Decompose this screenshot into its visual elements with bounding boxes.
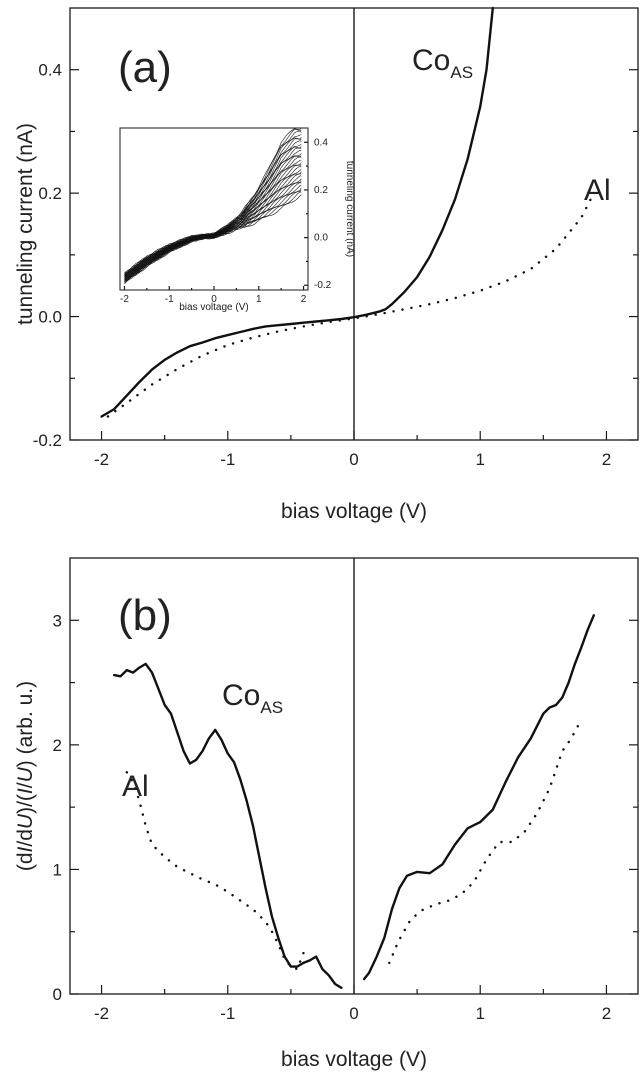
panel-a-y-tick-label: 0.4 xyxy=(38,61,62,80)
inset-y-tick-label: -0.2 xyxy=(314,280,332,291)
panel-b-coas-label-main: Co xyxy=(222,679,260,712)
panel-a-x-tick-label: 2 xyxy=(602,450,611,469)
panel-a-x-axis-title: bias voltage (V) xyxy=(281,500,427,523)
ylabel-part: U xyxy=(14,813,37,829)
panel-b-al-line xyxy=(125,771,305,971)
ylabel-part: / xyxy=(14,782,37,788)
panel-a-ticks xyxy=(70,8,638,441)
panel-b-y-tick-label: 3 xyxy=(53,611,62,630)
panel-b-coas-line xyxy=(113,662,343,989)
panel-b-al-label: Al xyxy=(122,770,149,803)
panel-b-y-tick-label: 0 xyxy=(53,985,62,1004)
ylabel-part: (d xyxy=(14,852,37,871)
panel-b-coas-label: CoAS xyxy=(222,679,283,717)
panel-a-coas-label-main: Co xyxy=(412,44,450,77)
panel-b-x-tick-label: 2 xyxy=(602,1004,611,1023)
ylabel-part: I xyxy=(14,846,37,852)
panel-a-label: (a) xyxy=(118,43,172,92)
panel-a-y-tick-label: 0.2 xyxy=(38,184,62,203)
panel-b-x-tick-label: 0 xyxy=(349,1004,358,1023)
panel-a-y-tick-label: -0.2 xyxy=(33,431,62,450)
panel-a-y-tick-label: 0.0 xyxy=(38,308,62,327)
panel-b-plot-frame xyxy=(69,557,639,995)
inset-x-tick-label: 1 xyxy=(256,294,262,305)
inset-y-axis-title: tunneling current (nA) xyxy=(344,161,355,257)
inset-x-tick-label: -2 xyxy=(120,294,129,305)
panel-a-inset-chart: -2 -1 0 1 2 -0.2 0.0 0.2 0.4 bias voltage (V) tu… xyxy=(118,126,355,313)
panel-a-coas-label: CoAS xyxy=(412,44,473,82)
panel-b-x-tick-label: -2 xyxy=(94,1004,109,1023)
inset-y-tick-label: 0.4 xyxy=(314,137,328,148)
inset-traces xyxy=(124,127,302,285)
ylabel-part: )/( xyxy=(14,794,37,814)
inset-plot-frame xyxy=(119,127,309,291)
panel-a-x-tick-label: 0 xyxy=(349,450,358,469)
inset-x-axis-title: bias voltage (V) xyxy=(179,302,248,313)
panel-a-x-tick-label: -1 xyxy=(220,450,235,469)
panel-b-coas-label-sub: AS xyxy=(260,698,283,717)
panel-b-series xyxy=(113,614,595,989)
panel-a-x-tick-label: -2 xyxy=(94,450,109,469)
panel-b-x-axis-title: bias voltage (V) xyxy=(281,1048,427,1071)
inset-x-tick-label: 0 xyxy=(211,294,217,305)
panel-a-chart: -2 -1 0 1 2 -0.2 0.0 0.2 0.4 (a) CoAS Al bias vo… xyxy=(14,6,639,523)
panel-b-tick-labels: -2 -1 0 1 2 0 1 2 3 xyxy=(53,611,612,1023)
panel-a-y-axis-title: tunneling current (nA) xyxy=(14,123,37,325)
panel-a-x-tick-label: 1 xyxy=(475,450,484,469)
inset-trace xyxy=(124,149,302,277)
panel-b-chart: -2 -1 0 1 2 0 1 2 3 (b) CoAS Al bias voltage (V)… xyxy=(14,557,639,1071)
panel-b-y-tick-label: 2 xyxy=(53,736,62,755)
panel-a-series xyxy=(100,6,595,418)
panel-b-y-tick-label: 1 xyxy=(53,860,62,879)
inset-y-tick-label: 0.2 xyxy=(314,185,328,196)
panel-a-coas-line xyxy=(100,6,494,418)
panel-a-al-label: Al xyxy=(584,174,611,207)
panel-b-coas-line xyxy=(362,614,595,981)
panel-b-al-line xyxy=(388,718,583,965)
panel-b-label: (b) xyxy=(118,591,172,640)
panel-b-x-tick-label: 1 xyxy=(475,1004,484,1023)
panel-a-tick-labels: -2 -1 0 1 2 -0.2 0.0 0.2 0.4 xyxy=(33,61,611,469)
panel-a-coas-label-sub: AS xyxy=(450,63,473,82)
ylabel-part: U xyxy=(14,766,37,782)
panel-a-plot-frame xyxy=(69,7,639,441)
panel-b-x-tick-label: -1 xyxy=(220,1004,235,1023)
inset-trace xyxy=(124,128,302,274)
ylabel-part: ) (arb. u.) xyxy=(14,681,37,767)
panel-b-y-axis-title: (dI/dU)/(I/U) (arb. u.) xyxy=(14,681,37,871)
inset-x-tick-label: -1 xyxy=(165,294,174,305)
inset-trace xyxy=(124,127,302,275)
inset-x-tick-label: 2 xyxy=(301,294,307,305)
inset-tick-labels: -2 -1 0 1 2 -0.2 0.0 0.2 0.4 xyxy=(120,137,332,305)
inset-y-tick-label: 0.0 xyxy=(314,233,328,244)
ylabel-part: /d xyxy=(14,829,37,847)
ylabel-part: I xyxy=(14,788,37,794)
